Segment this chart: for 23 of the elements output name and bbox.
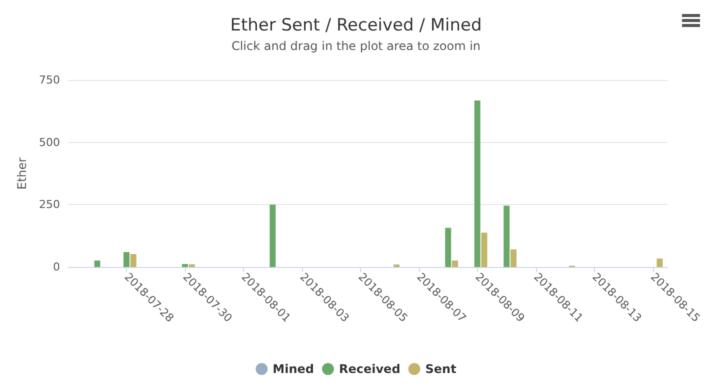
y-tick-label: 750 xyxy=(39,74,60,86)
bar xyxy=(452,260,458,267)
bar xyxy=(123,252,130,267)
chart-subtitle: Click and drag in the plot area to zoom in xyxy=(231,39,481,53)
chart-title: Ether Sent / Received / Mined xyxy=(230,16,482,36)
bar xyxy=(130,254,136,267)
bar xyxy=(510,249,516,267)
bar xyxy=(188,264,195,267)
y-tick-label: 250 xyxy=(39,198,60,212)
bar xyxy=(270,204,276,267)
bar xyxy=(474,100,480,267)
y-axis-title: Ether xyxy=(15,157,30,190)
bar xyxy=(656,258,663,267)
bar xyxy=(94,260,100,267)
y-tick-label: 0 xyxy=(53,260,60,274)
legend-label: Mined xyxy=(272,362,314,376)
bar xyxy=(481,232,488,267)
bar xyxy=(182,264,188,267)
bar xyxy=(504,206,510,267)
legend-label: Sent xyxy=(425,362,457,376)
bar xyxy=(445,228,452,267)
legend-label: Received xyxy=(338,362,400,376)
y-tick-label: 500 xyxy=(39,136,60,149)
